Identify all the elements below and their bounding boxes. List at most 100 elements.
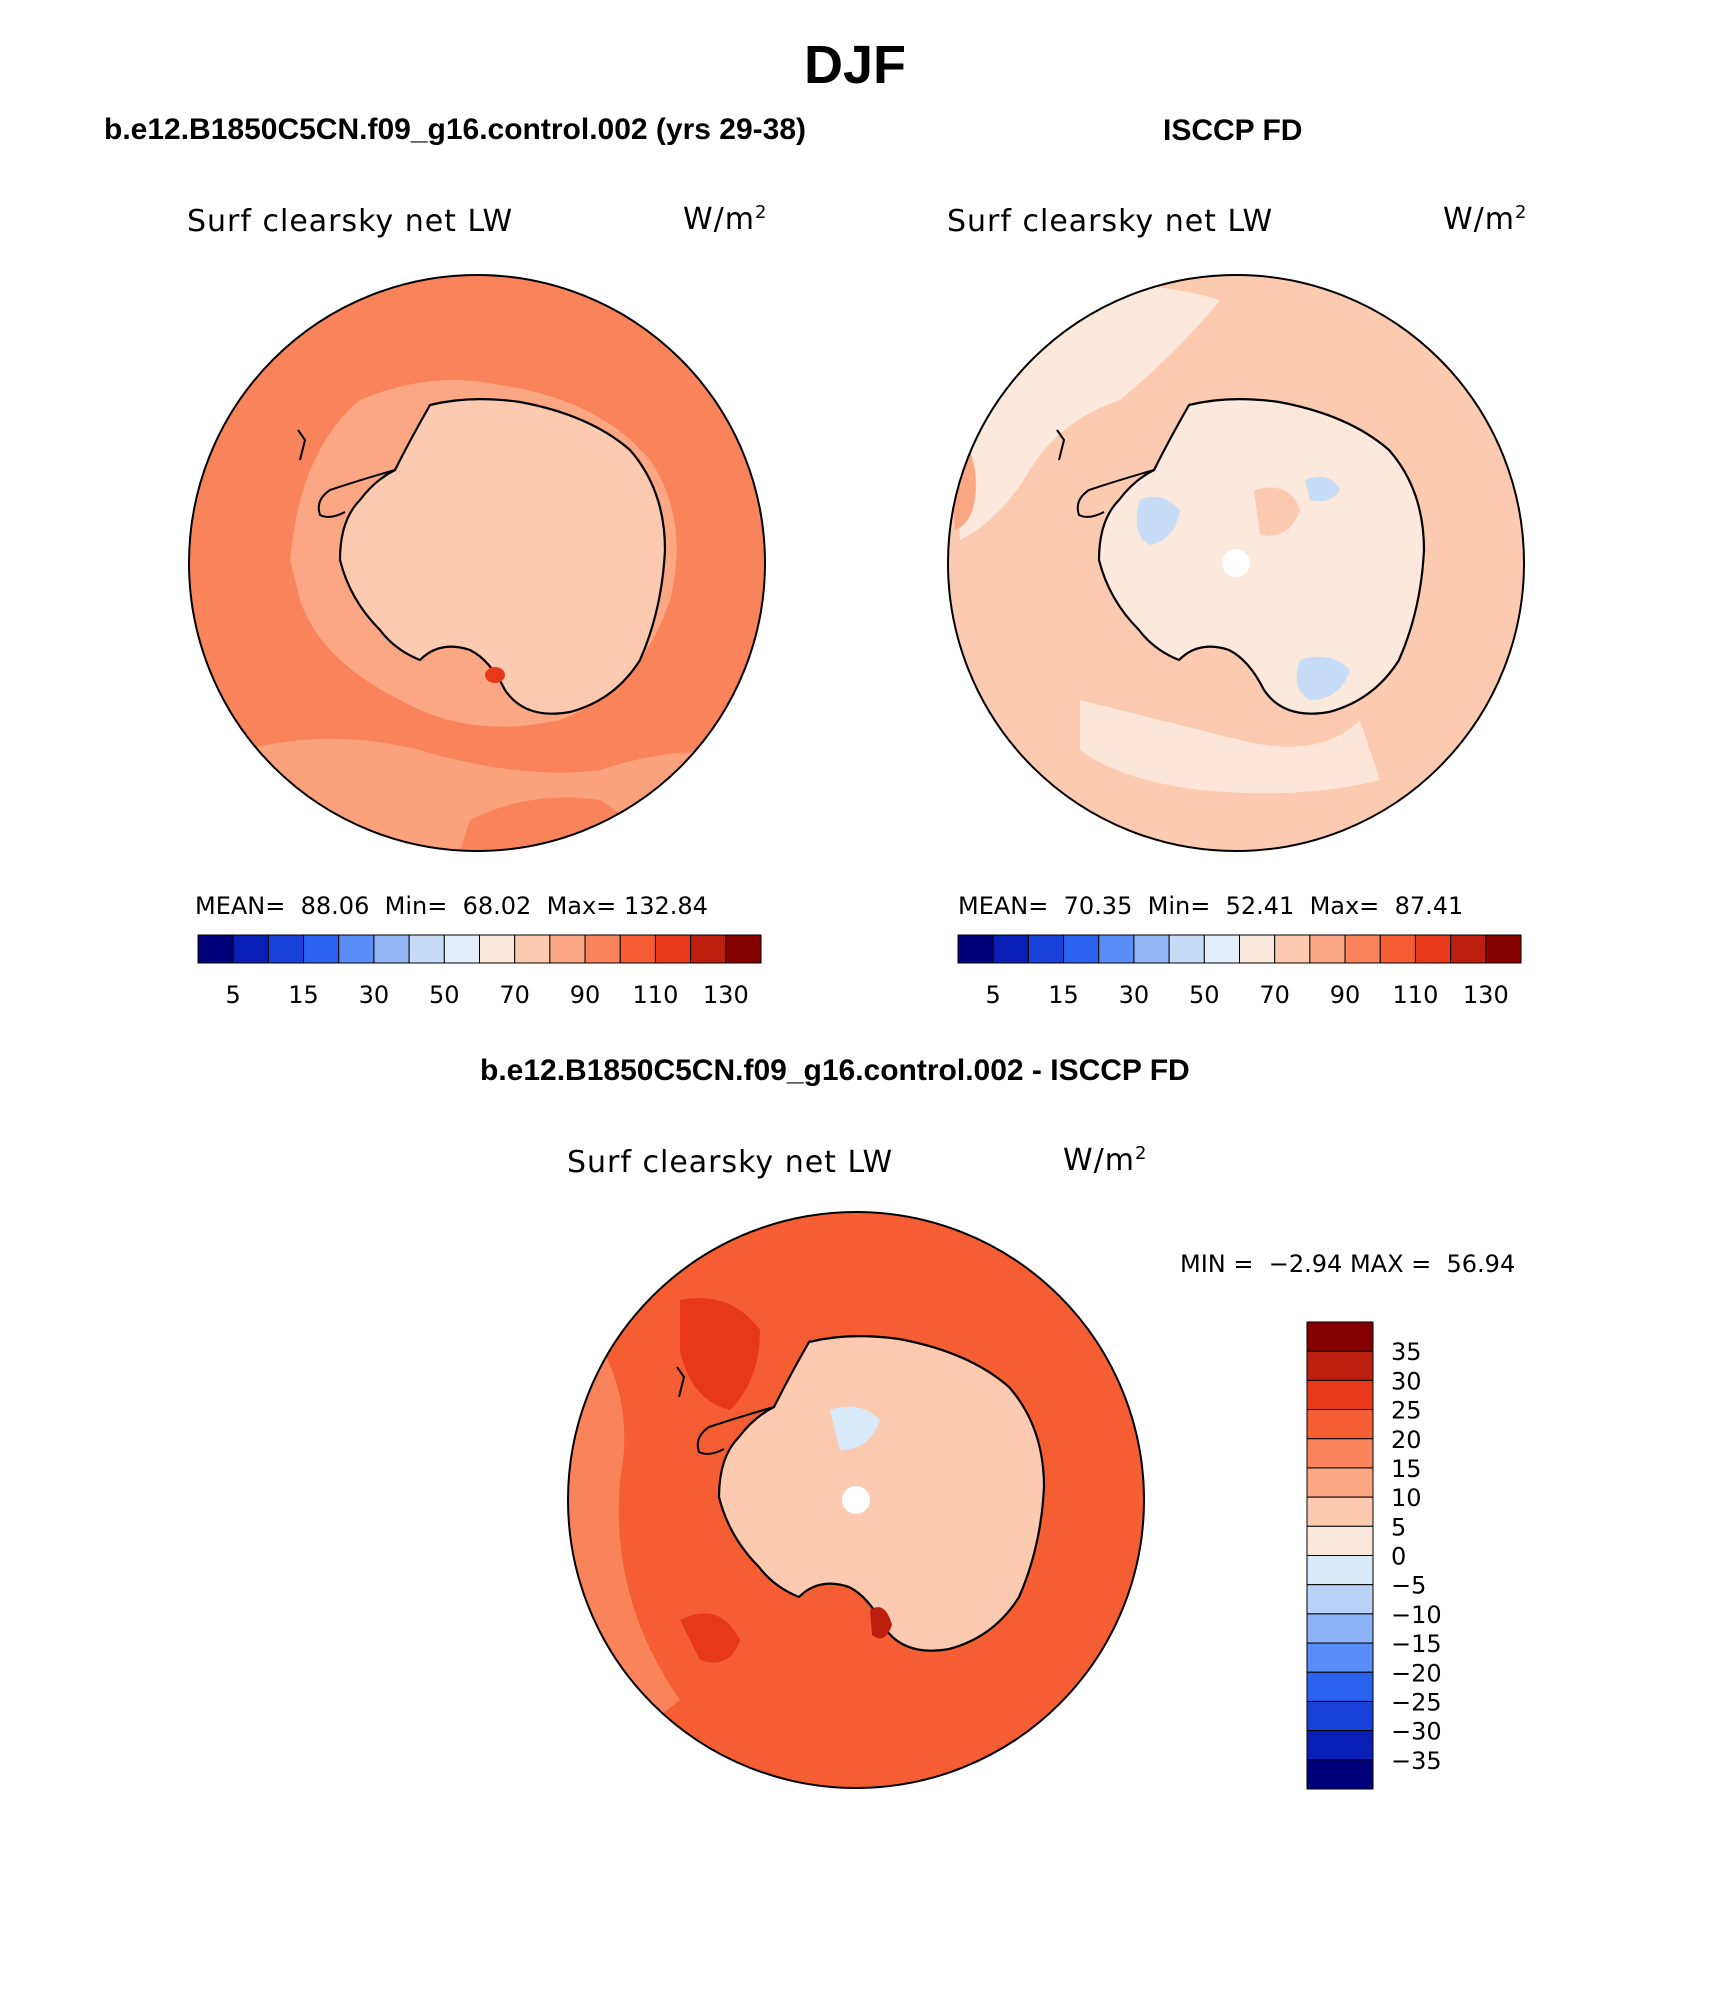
model-colorbar-box [725, 934, 762, 964]
obs-colorbar-box [1027, 934, 1065, 964]
diff-colorbar-tick: −25 [1391, 1688, 1442, 1716]
obs-antarctica-coast [1097, 398, 1426, 715]
obs-colorbar-box [1063, 934, 1100, 964]
diff-colorbar-box [1306, 1642, 1374, 1673]
obs-colorbar-box [1274, 934, 1311, 964]
diff-colorbar-box [1306, 1584, 1374, 1615]
obs-colorbar-box [1450, 934, 1487, 964]
obs-peninsula [1076, 469, 1155, 518]
obs-colorbar-tick: 70 [1259, 981, 1290, 1009]
diff-stats: MIN = −2.94 MAX = 56.94 [1180, 1250, 1516, 1278]
diff-colorbar-tick: −5 [1391, 1572, 1426, 1600]
diff-interior-cold [830, 1406, 880, 1450]
model-colorbar: 5 15 30 50 70 90 110 130 [197, 934, 762, 1009]
obs-colorbar-box [1309, 934, 1346, 964]
diff-colorbar-tick: 30 [1391, 1367, 1422, 1395]
diff-colorbar-box [1306, 1350, 1374, 1381]
obs-blue-patch-2 [1296, 656, 1350, 700]
obs-colorbar-tick: 90 [1330, 981, 1361, 1009]
diff-dark-patch [680, 1298, 760, 1410]
diff-colorbar-box [1306, 1409, 1374, 1440]
model-peninsula [317, 469, 396, 518]
diff-colorbar-box [1306, 1730, 1374, 1761]
figure-title: DJF [803, 35, 906, 95]
obs-colorbar-box [1414, 934, 1452, 964]
obs-blue-patch-3 [1305, 476, 1340, 502]
diff-islands [676, 1366, 686, 1398]
diff-colorbar-tick: 5 [1391, 1513, 1406, 1541]
model-stats: MEAN= 88.06 Min= 68.02 Max= 132.84 [195, 892, 708, 920]
diff-coastal-hotspot [870, 1607, 892, 1639]
obs-map [947, 274, 1525, 852]
model-colorbar-box [690, 934, 727, 964]
diff-colorbar-tick: 20 [1391, 1426, 1422, 1454]
diff-colorbar-tick: −30 [1391, 1718, 1442, 1746]
obs-interior-patch [1254, 487, 1300, 536]
model-colorbar-box [584, 934, 621, 964]
model-map-border [188, 274, 766, 852]
model-colorbar-box [619, 934, 656, 964]
model-colorbar-tick: 110 [633, 981, 679, 1009]
model-colorbar-tick: 130 [703, 981, 749, 1009]
obs-colorbar-box [1133, 934, 1170, 964]
diff-colorbar-tick: −20 [1391, 1659, 1442, 1687]
diff-map-border [567, 1211, 1145, 1789]
obs-panel-title: ISCCP FD [1163, 114, 1303, 147]
model-islands [297, 429, 307, 461]
obs-colorbar-box [992, 934, 1029, 964]
diff-variable-label: Surf clearsky net LW [567, 1145, 894, 1180]
model-colorbar-box [654, 934, 692, 964]
obs-blue-patch-1 [1136, 496, 1180, 545]
obs-stats: MEAN= 70.35 Min= 52.41 Max= 87.41 [958, 892, 1464, 920]
diff-colorbar-tick: 10 [1391, 1484, 1422, 1512]
model-colorbar-box [267, 934, 305, 964]
diff-colorbar-box [1306, 1321, 1374, 1352]
diff-pole-hole [842, 1486, 870, 1514]
model-units-label: W/m2 [683, 202, 768, 237]
diff-panel-title: b.e12.B1850C5CN.f09_g16.control.002 - IS… [480, 1054, 1190, 1087]
model-colorbar-box [373, 934, 410, 964]
model-colorbar-box [232, 934, 269, 964]
diff-colorbar-box [1306, 1671, 1374, 1702]
diff-colorbar-tick: −35 [1391, 1747, 1442, 1775]
diff-colorbar-tick: −10 [1391, 1601, 1442, 1629]
obs-colorbar-tick: 30 [1119, 981, 1150, 1009]
obs-colorbar-box [1344, 934, 1381, 964]
model-colorbar-tick: 5 [226, 981, 241, 1009]
diff-colorbar-box [1306, 1700, 1374, 1732]
model-colorbar-tick: 90 [570, 981, 601, 1009]
model-colorbar-tick: 30 [359, 981, 390, 1009]
obs-map-border [947, 274, 1525, 852]
model-variable-label: Surf clearsky net LW [187, 204, 514, 239]
diff-peninsula [696, 1406, 775, 1455]
diff-colorbar-box [1306, 1496, 1374, 1527]
model-colorbar-tick: 70 [499, 981, 530, 1009]
model-colorbar-box [443, 934, 480, 964]
obs-pale-band [1080, 700, 1380, 794]
model-colorbar-box [338, 934, 375, 964]
obs-colorbar-box [957, 934, 994, 964]
diff-dark-patch-2 [680, 1613, 740, 1663]
model-colorbar-box [408, 934, 445, 964]
diff-colorbar-tick: 25 [1391, 1397, 1422, 1425]
obs-colorbar-tick: 15 [1048, 981, 1079, 1009]
diff-colorbar-tick: 0 [1391, 1543, 1406, 1571]
diff-colorbar-box [1306, 1379, 1374, 1411]
obs-colorbar: 5 15 30 50 70 90 110 130 [957, 934, 1522, 1009]
model-hotspot [485, 667, 505, 683]
obs-variable-label: Surf clearsky net LW [947, 204, 1274, 239]
obs-colorbar-tick: 5 [986, 981, 1001, 1009]
model-antarctica-coast [338, 398, 667, 715]
diff-colorbar-box [1306, 1438, 1374, 1469]
model-colorbar-tick: 50 [429, 981, 460, 1009]
model-colorbar-tick: 15 [288, 981, 319, 1009]
model-map [188, 274, 766, 852]
model-colorbar-box [303, 934, 340, 964]
obs-colorbar-tick: 110 [1393, 981, 1439, 1009]
model-colorbar-box [549, 934, 586, 964]
obs-colorbar-box [1098, 934, 1135, 964]
model-colorbar-box [514, 934, 551, 964]
obs-colorbar-tick: 130 [1463, 981, 1509, 1009]
